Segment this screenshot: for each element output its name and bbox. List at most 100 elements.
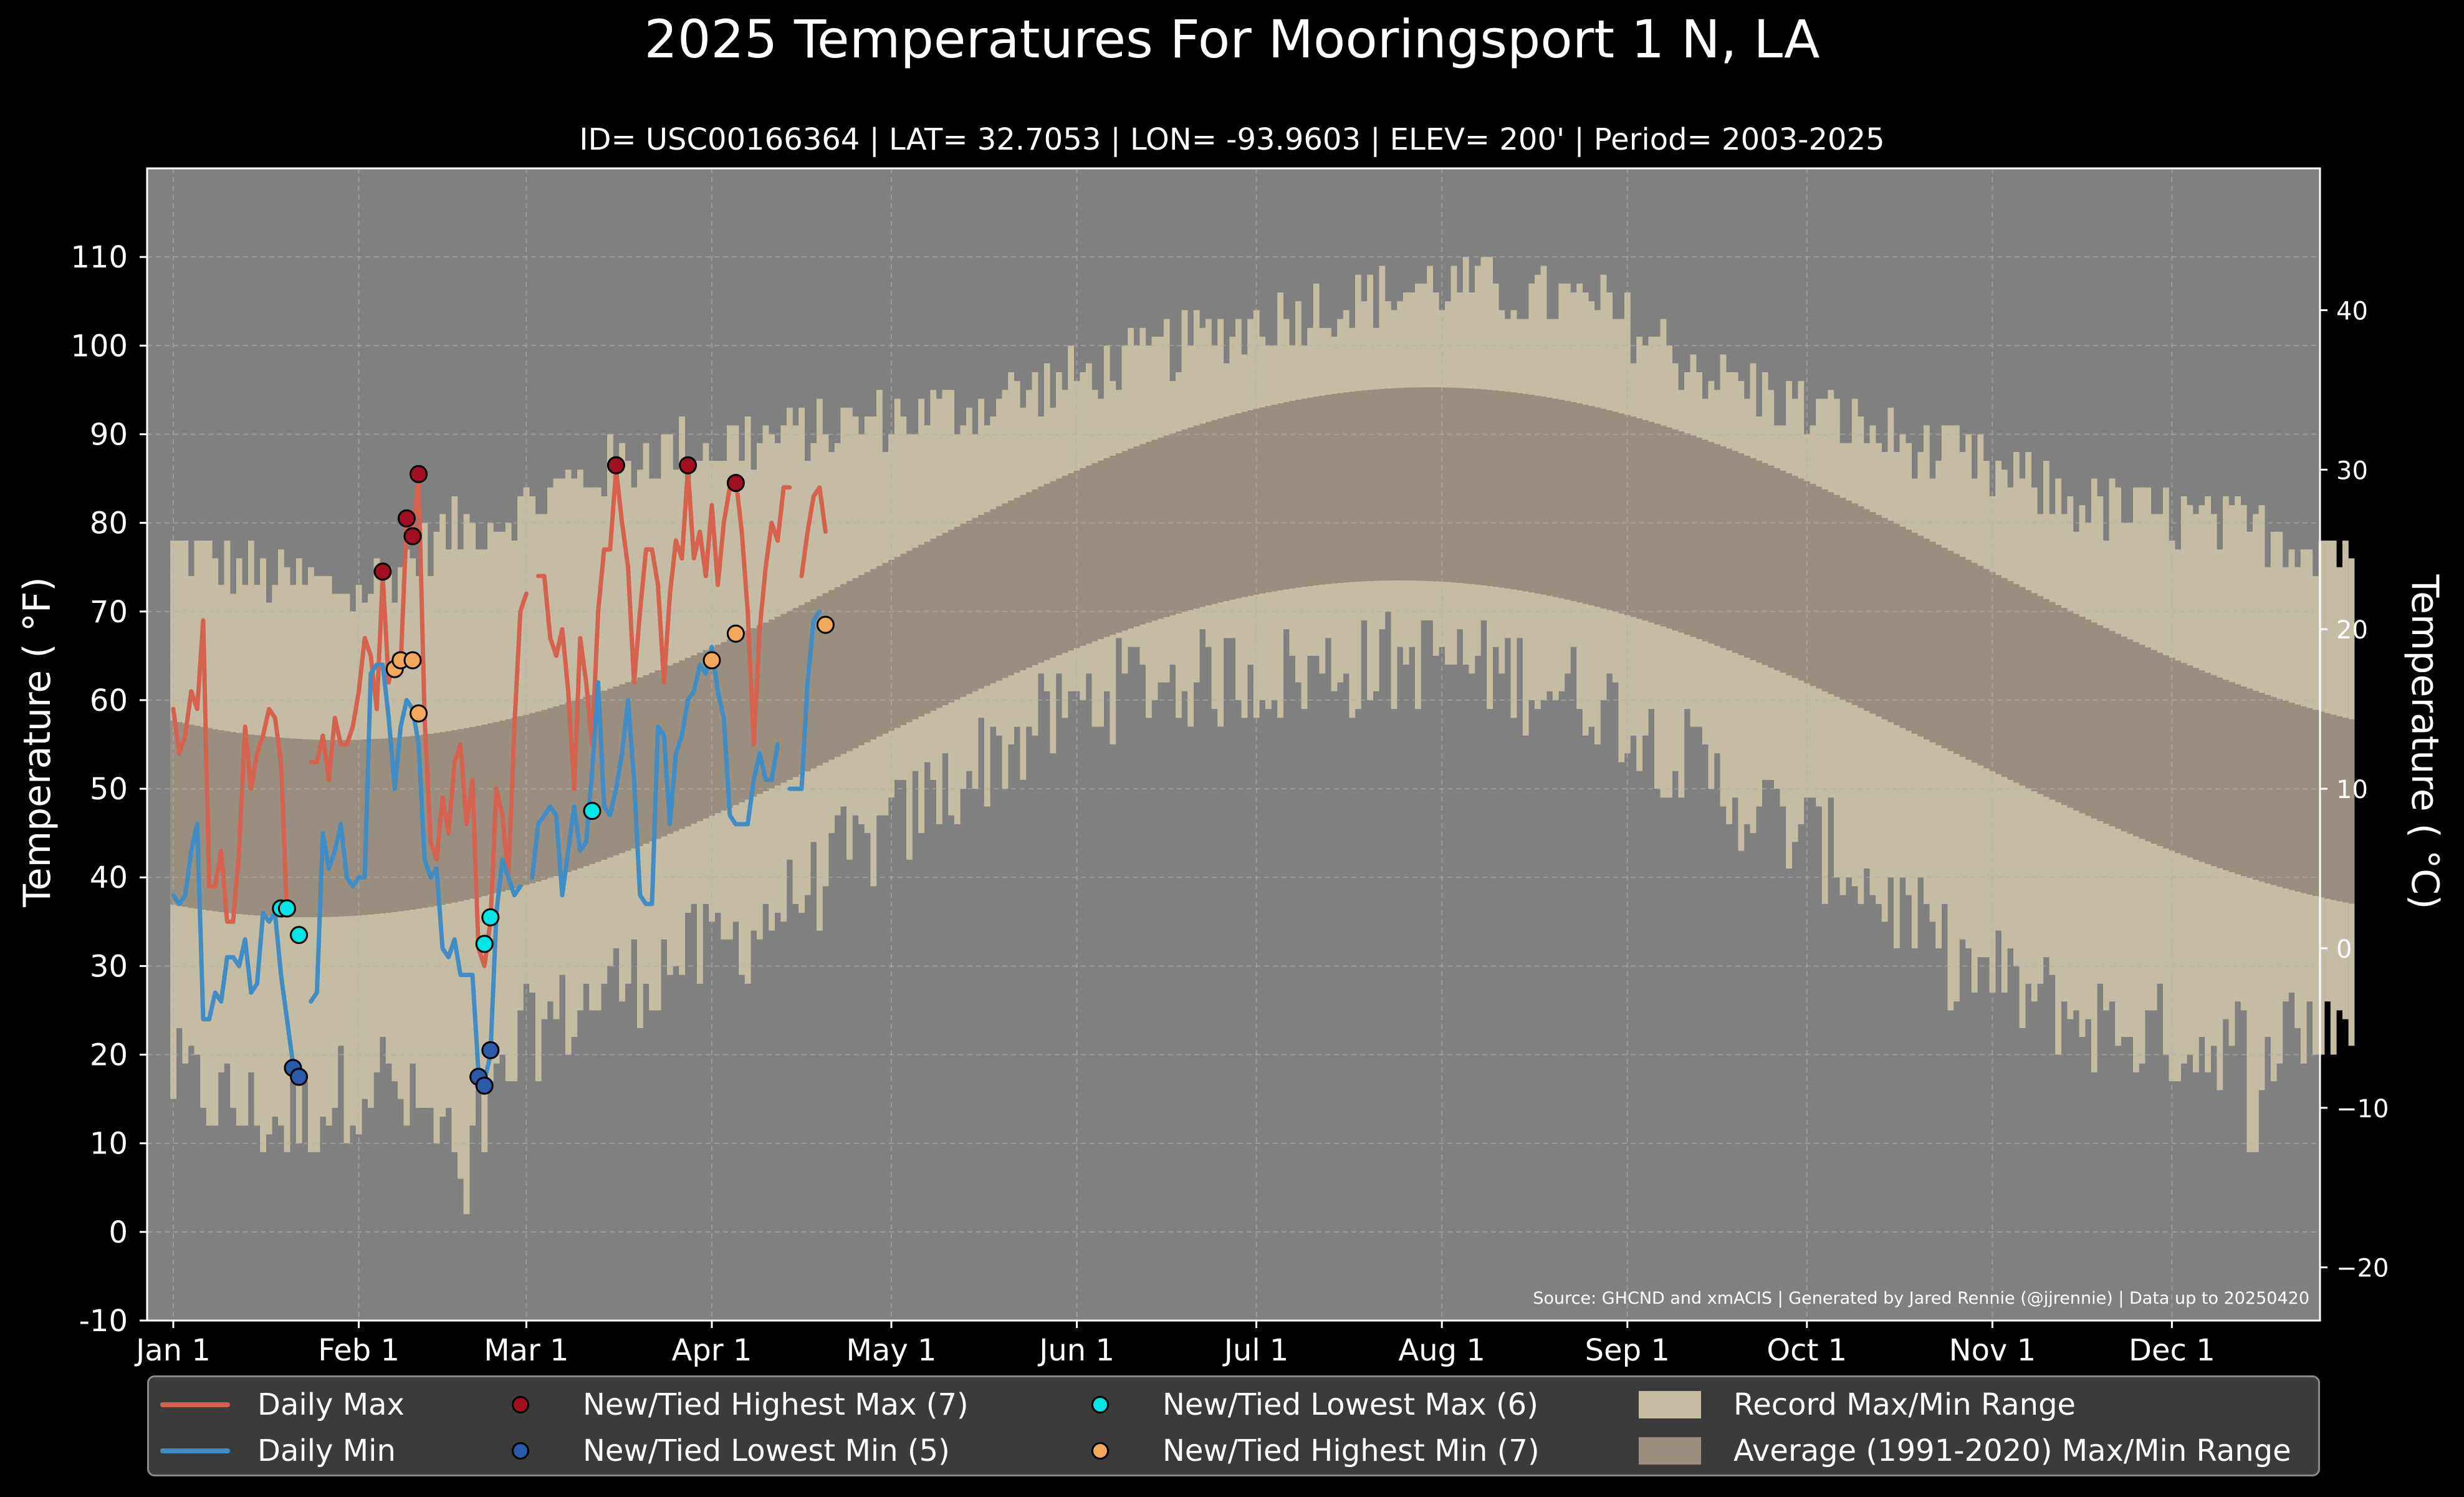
average-range-bar bbox=[2007, 580, 2014, 780]
average-range-bar bbox=[2049, 602, 2056, 800]
y-tick-label-right: 0 bbox=[2336, 935, 2352, 964]
legend-patch-swatch bbox=[1639, 1437, 1701, 1465]
average-range-bar bbox=[1828, 492, 1834, 695]
y-tick-label-left: 0 bbox=[108, 1215, 128, 1250]
average-range-bar bbox=[613, 686, 620, 855]
average-range-bar bbox=[595, 693, 602, 862]
average-range-bar bbox=[1924, 538, 1930, 740]
average-range-bar bbox=[1869, 512, 1876, 714]
average-range-bar bbox=[1959, 557, 1966, 757]
x-tick-label: Dec 1 bbox=[2129, 1333, 2215, 1368]
average-range-bar bbox=[248, 734, 254, 915]
average-range-bar bbox=[912, 547, 919, 720]
average-range-bar bbox=[1690, 435, 1697, 637]
average-range-bar bbox=[762, 622, 769, 791]
source-note: Source: GHCND and xmACIS | Generated by … bbox=[1533, 1289, 2309, 1308]
average-range-bar bbox=[1277, 403, 1283, 590]
average-range-bar bbox=[2198, 670, 2205, 862]
average-range-bar bbox=[1708, 441, 1715, 644]
daily-max-line bbox=[799, 485, 828, 579]
average-range-bar bbox=[1091, 463, 1098, 642]
average-range-bar bbox=[1397, 388, 1403, 581]
average-range-bar bbox=[1505, 392, 1511, 589]
average-range-bar bbox=[2342, 718, 2349, 903]
average-range-bar bbox=[679, 660, 685, 829]
average-range-bar bbox=[882, 562, 889, 734]
average-range-bar bbox=[2276, 698, 2283, 887]
average-range-bar bbox=[2210, 675, 2217, 867]
average-range-bar bbox=[583, 696, 590, 867]
average-range-bar bbox=[200, 726, 206, 910]
record-marker-lowest-max bbox=[277, 899, 296, 918]
average-range-bar bbox=[547, 708, 554, 878]
record-marker-highest-max bbox=[410, 465, 428, 483]
average-range-bar bbox=[1780, 470, 1786, 673]
average-range-bar bbox=[1014, 498, 1020, 673]
average-range-bar bbox=[2043, 599, 2049, 797]
average-range-bar bbox=[2019, 587, 2026, 786]
average-range-bar bbox=[1876, 514, 1882, 717]
average-range-bar bbox=[487, 723, 494, 895]
average-range-bar bbox=[1259, 407, 1266, 594]
average-range-bar bbox=[284, 738, 290, 917]
average-range-bar bbox=[1121, 451, 1128, 631]
average-range-bar bbox=[1702, 440, 1709, 642]
average-range-bar bbox=[1791, 476, 1798, 678]
average-range-bar bbox=[380, 738, 386, 913]
y-axis-label-left: Temperature ( °F) bbox=[16, 577, 59, 908]
average-range-bar bbox=[1062, 476, 1068, 653]
average-range-bar bbox=[727, 639, 733, 808]
average-range-bar bbox=[774, 617, 781, 786]
average-range-bar bbox=[2109, 630, 2116, 827]
average-range-bar bbox=[2300, 706, 2307, 893]
plot-frame bbox=[146, 167, 2321, 1322]
legend-marker-swatch bbox=[1091, 1442, 1109, 1460]
average-range-bar bbox=[2133, 642, 2139, 837]
average-range-bar bbox=[1265, 406, 1272, 593]
average-range-bar bbox=[1953, 554, 1960, 754]
average-range-bar bbox=[936, 536, 942, 708]
average-range-bar bbox=[1002, 503, 1009, 678]
average-range-bar bbox=[529, 713, 535, 883]
average-range-bar bbox=[2115, 633, 2121, 829]
average-range-bar bbox=[1666, 427, 1672, 629]
average-range-bar bbox=[1738, 453, 1745, 655]
average-range-bar bbox=[2175, 660, 2181, 854]
x-tick-label: Apr 1 bbox=[672, 1333, 752, 1368]
average-range-bar bbox=[1906, 529, 1912, 731]
average-range-bar bbox=[1911, 532, 1918, 734]
average-range-bar bbox=[1606, 410, 1613, 610]
average-range-bar bbox=[757, 625, 763, 794]
average-range-bar bbox=[458, 729, 464, 902]
average-range-bar bbox=[403, 736, 410, 911]
record-marker-highest-min bbox=[726, 624, 745, 643]
average-range-bar bbox=[619, 684, 625, 854]
record-marker-highest-max bbox=[403, 527, 422, 546]
y-tick-label-left: 10 bbox=[90, 1127, 128, 1162]
average-range-bar bbox=[1325, 395, 1331, 584]
average-range-bar bbox=[541, 710, 548, 880]
average-range-bar bbox=[1851, 503, 1858, 706]
average-range-bar bbox=[314, 739, 320, 918]
average-range-bar bbox=[822, 593, 829, 763]
average-range-bar bbox=[1941, 547, 1948, 748]
average-range-bar bbox=[1899, 526, 1906, 728]
average-range-bar bbox=[373, 739, 380, 914]
legend-marker-swatch bbox=[1091, 1396, 1109, 1413]
average-range-bar bbox=[1480, 389, 1487, 585]
average-range-bar bbox=[714, 645, 721, 814]
legend-label: New/Tied Highest Max (7) bbox=[583, 1387, 969, 1422]
average-range-bar bbox=[1146, 441, 1152, 623]
average-range-bar bbox=[978, 514, 984, 689]
average-range-bar bbox=[1475, 388, 1481, 585]
average-range-bar bbox=[888, 559, 894, 731]
average-range-bar bbox=[930, 538, 937, 711]
x-tick-label: Nov 1 bbox=[1949, 1333, 2036, 1368]
average-range-bar bbox=[1103, 458, 1110, 637]
average-range-bar bbox=[295, 739, 302, 918]
y-tick-label-left: 40 bbox=[90, 860, 128, 895]
daily-min-line bbox=[787, 609, 822, 791]
average-range-bar bbox=[769, 619, 775, 789]
average-range-bar bbox=[2313, 710, 2319, 897]
average-range-bar bbox=[744, 630, 751, 800]
